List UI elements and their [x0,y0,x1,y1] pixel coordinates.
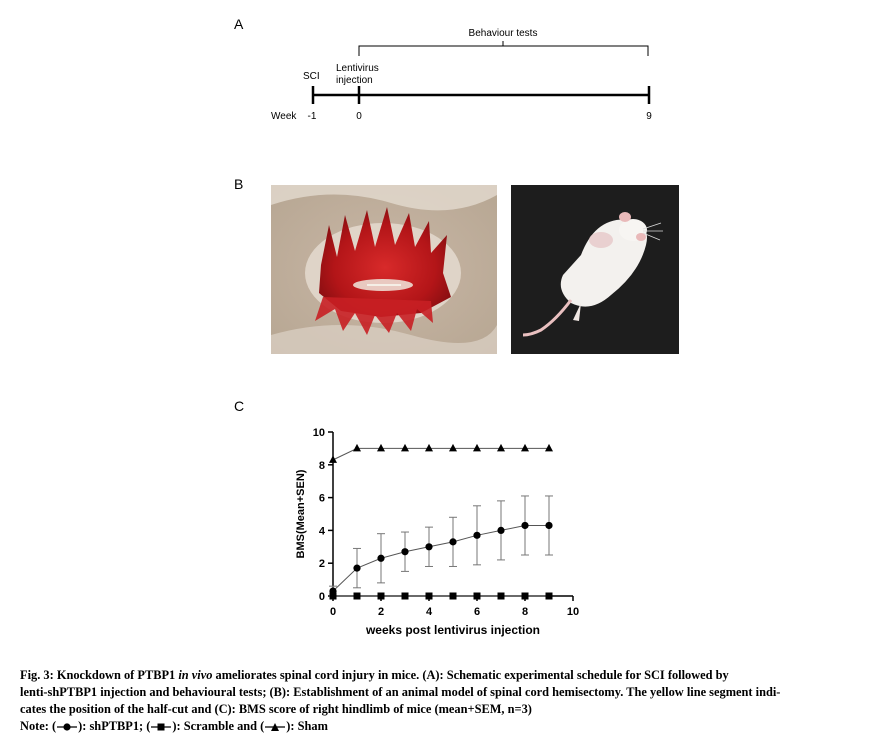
y-tick-label: 8 [319,460,325,472]
panel-label-b: B [234,176,244,192]
note-scramble: ): Scramble and ( [172,719,265,733]
mouse-photo [511,185,679,354]
behaviour-tests-label: Behaviour tests [469,28,538,39]
lentivirus-label: Lentivirus [336,63,379,74]
data-point-square [329,592,337,600]
series-line-sham [332,447,549,461]
chart-ticks: 0 2 4 6 8 10 0 2 4 6 8 10 [313,427,579,618]
note-shptbp1: ): shPTBP1; ( [78,719,151,733]
figure-caption: Fig. 3: Knockdown of PTBP1 in vivo ameli… [20,667,886,735]
data-point-triangle [449,443,457,452]
legend-square-icon [151,723,172,731]
y-tick-label: 2 [319,558,325,570]
data-point-square [473,592,481,600]
caption-line-2: lenti-shPTBP1 injection and behavioural … [20,685,781,699]
y-tick-label: 0 [319,591,325,603]
bms-chart: 0 2 4 6 8 10 0 2 4 6 8 10 BMS(Mean+SEN) weeks post … [295,427,579,637]
y-tick-label: 4 [319,525,326,537]
caption-line-3: cates the position of the half-cut and (… [20,702,532,716]
data-point-triangle [521,443,529,452]
sci-label: SCI [303,71,320,82]
data-point-triangle [377,443,385,452]
series-line-shptbp1 [332,524,549,592]
data-point-circle [377,554,385,562]
data-point-circle [497,526,505,534]
legend-triangle-icon [265,723,286,732]
caption-line-1: Fig. 3: Knockdown of PTBP1 in vivo ameli… [20,667,886,684]
data-point-circle [425,543,433,551]
data-point-triangle [353,443,361,452]
injection-label: injection [336,75,373,86]
chart-series [329,443,553,600]
data-point-circle [473,531,481,539]
x-tick-label: 4 [426,606,433,618]
behaviour-tests-bracket [358,41,649,56]
week-label: Week [271,111,297,122]
week-tick-minus-1: -1 [308,111,317,122]
week-tick-9: 9 [646,111,652,122]
y-tick-label: 6 [319,493,325,505]
note-prefix: Note: ( [20,719,57,733]
panel-label-a: A [234,16,244,32]
week-tick-0: 0 [356,111,362,122]
note-sham: ): Sham [286,719,328,733]
chart-axes [332,432,573,597]
data-point-triangle [401,443,409,452]
data-point-square [425,592,433,600]
x-axis-title: weeks post lentivirus injection [365,623,540,637]
x-tick-label: 2 [378,606,384,618]
data-point-square [401,592,409,600]
data-point-square [521,592,529,600]
data-point-circle [353,564,361,572]
data-point-square [449,592,457,600]
data-point-square [353,592,361,600]
data-point-triangle [545,443,553,452]
data-point-circle [449,538,457,546]
x-tick-label: 10 [567,606,579,618]
data-point-circle [521,521,529,530]
y-tick-label: 10 [313,427,325,439]
series-shptbp1 [329,495,553,597]
data-point-triangle [473,443,481,452]
caption-line-1-end: ameliorates spinal cord injury in mice. … [212,668,729,682]
data-point-circle [401,548,409,556]
series-scramble [329,592,553,600]
data-point-square [545,592,553,600]
caption-note: Note: ( ): shPTBP1; ( ): Scramble and ( ): … [20,718,886,735]
y-axis-title: BMS(Mean+SEN) [295,469,307,558]
x-tick-label: 0 [330,606,336,618]
x-tick-label: 6 [474,606,480,618]
legend-circle-icon [57,723,78,731]
x-tick-label: 8 [522,606,528,618]
timeline-diagram: Behaviour tests SCI Lentivirus injection… [271,28,652,122]
data-point-triangle [329,455,337,463]
data-point-triangle [425,443,433,452]
panel-label-c: C [234,398,245,414]
caption-italic: in vivo [178,668,213,682]
spinal-cord-hemisection-photo [271,185,497,354]
data-point-triangle [497,443,505,452]
data-point-square [497,592,505,600]
series-sham [329,443,553,463]
data-point-circle [545,521,553,530]
data-point-square [377,592,385,600]
caption-line-1-start: Fig. 3: Knockdown of PTBP1 [20,668,179,682]
